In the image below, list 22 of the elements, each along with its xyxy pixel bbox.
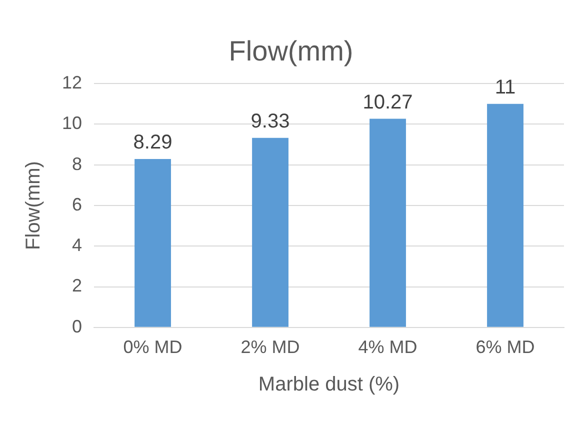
x-tick-label: 2% MD [240, 337, 300, 358]
bar [252, 138, 288, 327]
data-label: 10.27 [362, 91, 413, 114]
x-axis-title: Marble dust (%) [258, 374, 400, 396]
data-label: 8.29 [133, 131, 172, 154]
y-tick-label: 12 [62, 72, 82, 93]
x-tick-label: 6% MD [476, 337, 535, 358]
x-tick-label: 4% MD [358, 337, 418, 358]
y-tick-label: 6 [72, 194, 82, 214]
data-label: 11 [494, 76, 516, 98]
y-tick-label: 2 [72, 276, 82, 296]
bar [134, 158, 171, 327]
data-label: 9.33 [250, 110, 290, 132]
x-tick-label: 0% MD [123, 337, 182, 358]
y-tick-label: 8 [72, 154, 82, 174]
y-tick-label: 4 [72, 235, 82, 256]
y-axis-title: Flow(mm) [22, 161, 45, 250]
y-tick-label: 0 [72, 316, 82, 336]
chart-title: Flow(mm) [228, 36, 354, 67]
y-tick-label: 10 [62, 113, 82, 134]
bar [487, 104, 524, 327]
bar [370, 118, 406, 327]
